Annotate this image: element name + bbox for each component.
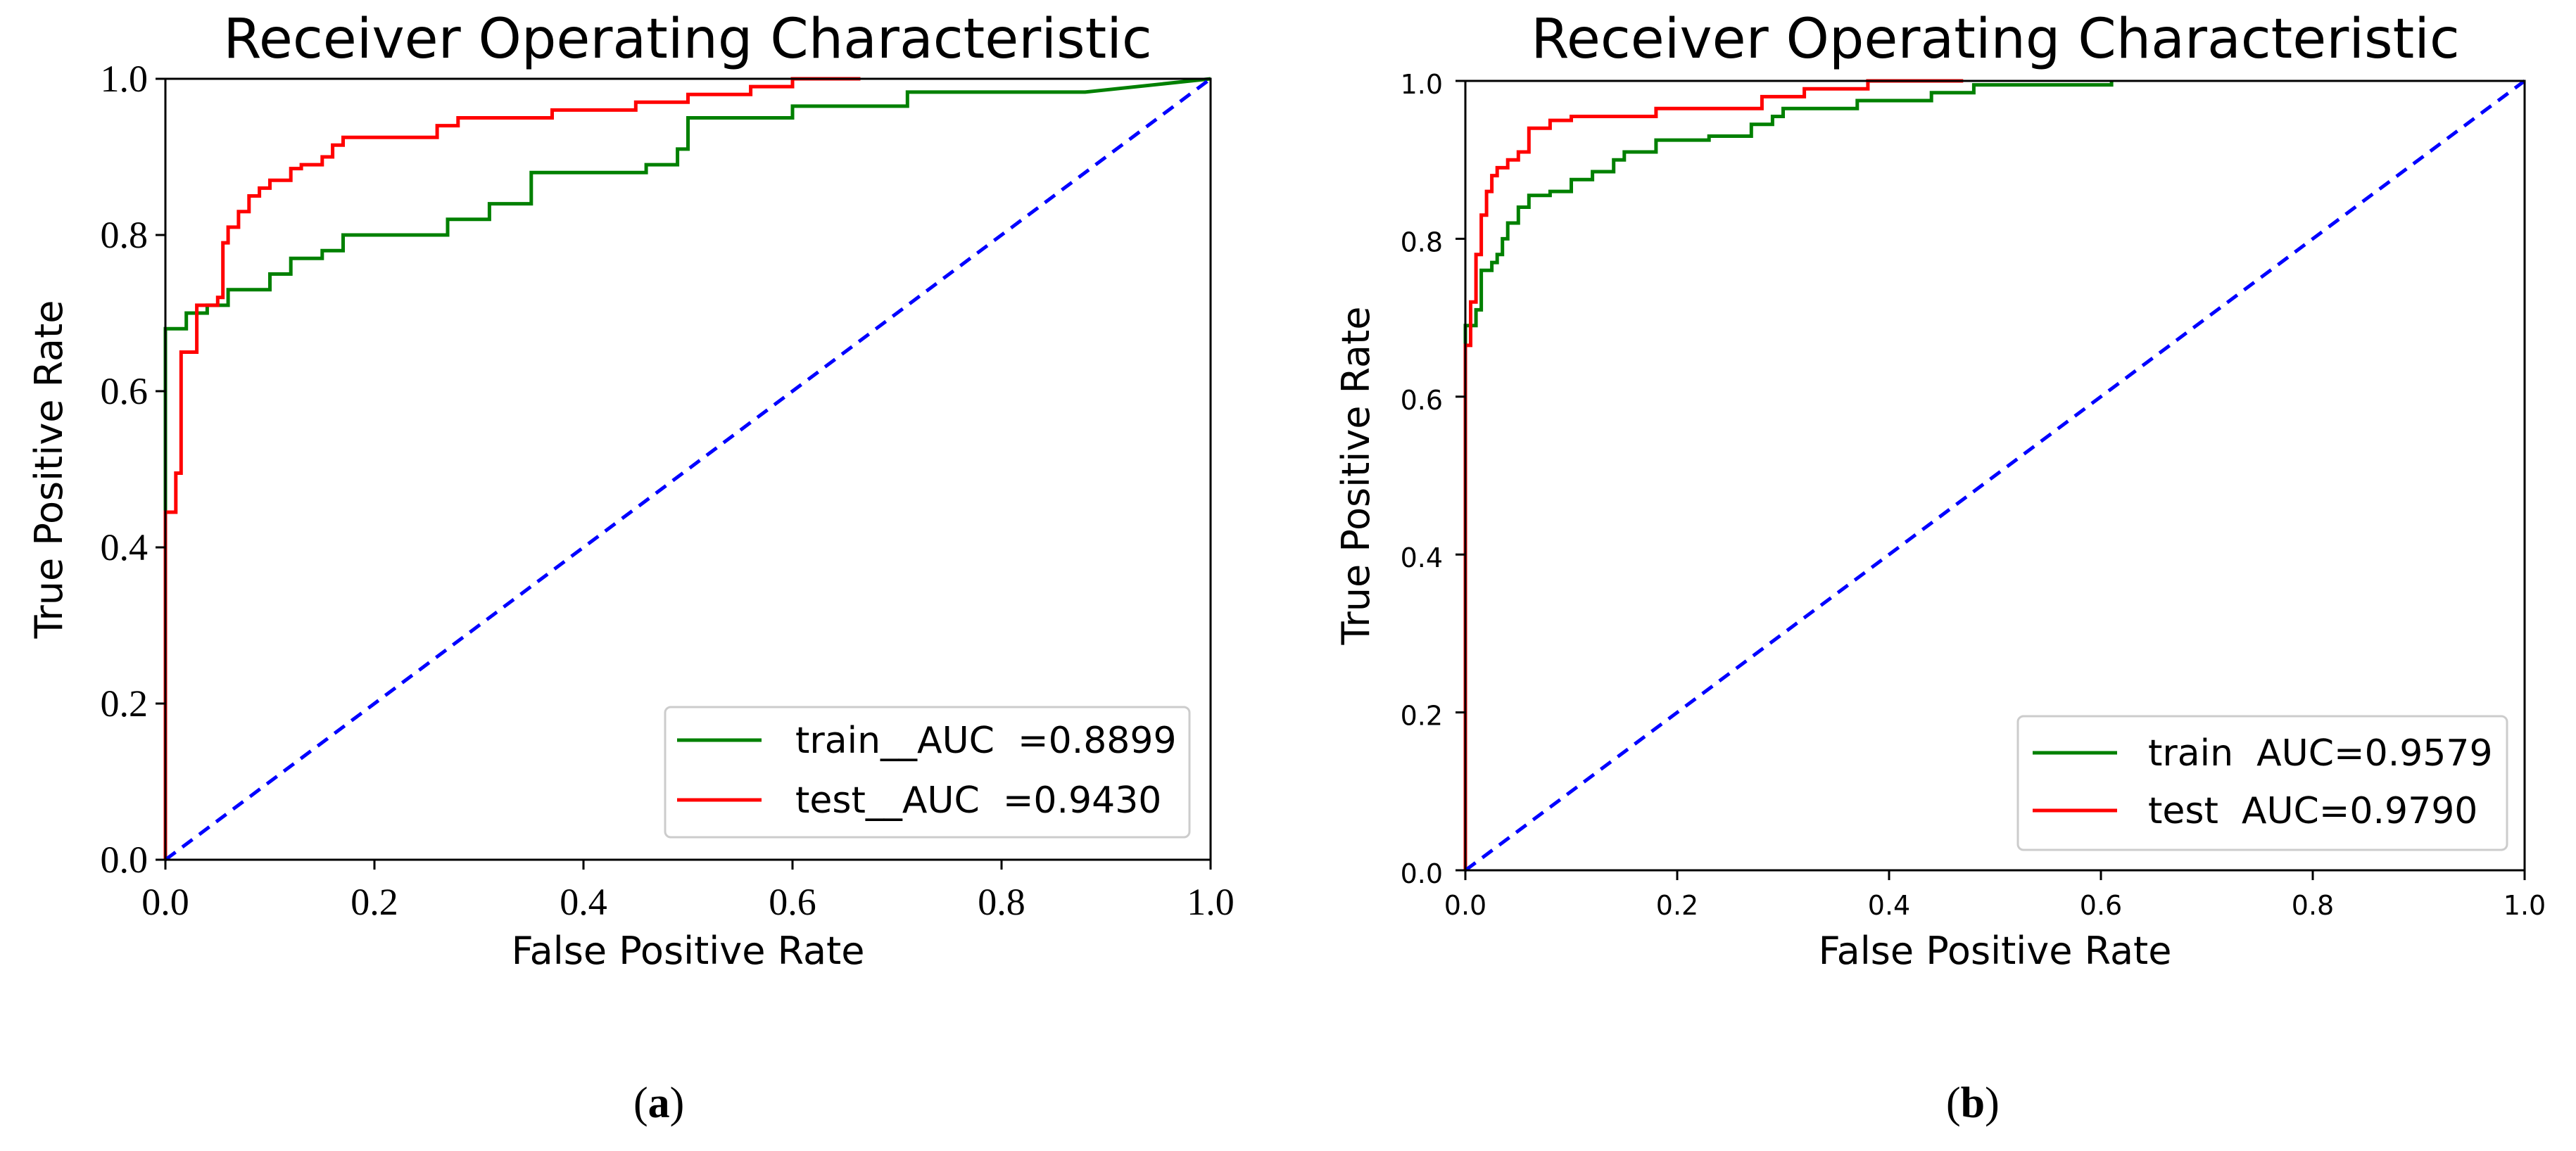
y-axis-label: True Positive Rate [1334,306,1378,645]
chart-panel-b: Receiver Operating Characteristic 0.0 0.2 0… [1334,8,2546,1127]
x-tick-label: 0.0 [1444,890,1486,921]
panel-caption: (a) [633,1079,684,1127]
legend-box [664,706,1191,839]
x-tick-label: 0.2 [1656,890,1698,921]
x-tick-label: 1.0 [1187,881,1235,923]
x-tick-label: 0.0 [141,881,189,923]
y-tick-label: 0.8 [1401,227,1443,257]
y-tick-label: 0.0 [101,839,149,881]
panel-caption: (b) [1946,1079,2000,1127]
x-tick-label: 0.6 [769,881,816,923]
y-tick-label: 0.8 [101,214,149,256]
y-tick-label: 0.2 [101,682,149,725]
legend-box [2016,715,2508,851]
chart-title: Receiver Operating Characteristic [223,8,1152,71]
axes-frame [1464,80,2526,872]
legend-label: test__AUC =0.9430 [795,780,1161,822]
x-tick-label: 0.4 [1868,890,1910,921]
x-tick-label: 1.0 [2504,890,2546,921]
legend: train AUC=0.9579 test AUC=0.9790 [2016,715,2508,851]
legend-label: test AUC=0.9790 [2148,790,2477,832]
axes-frame [164,77,1212,861]
legend-label: train AUC=0.9579 [2148,732,2493,775]
y-tick-label: 0.4 [101,526,149,568]
series-line-test [1463,79,1964,870]
x-tick-label: 0.8 [2292,890,2334,921]
y-tick-label: 0.6 [1401,385,1443,416]
x-tick-label: 0.4 [560,881,607,923]
series-line-test [163,77,861,860]
x-tick-label: 0.8 [978,881,1025,923]
legend: train__AUC =0.8899 test__AUC =0.9430 [664,706,1191,839]
chance-line [1464,79,2526,872]
x-tick-label: 0.2 [351,881,398,923]
y-tick-label: 0.0 [1401,858,1443,889]
legend-label: train__AUC =0.8899 [795,720,1177,762]
series-line-train [1463,81,2114,870]
y-tick-label: 0.2 [1401,701,1443,732]
y-tick-label: 0.4 [1401,542,1443,573]
chart-panel-a: Receiver Operating Characteristic 0.0 0.2 0… [27,8,1235,1127]
x-tick-label: 0.6 [2080,890,2122,921]
y-tick-label: 0.6 [101,370,149,412]
y-tick-label: 1.0 [1401,69,1443,100]
y-axis-label: True Positive Rate [27,300,71,639]
chart-title: Receiver Operating Characteristic [1531,8,2460,71]
y-tick-label: 1.0 [101,58,149,100]
x-axis-label: False Positive Rate [1819,929,2172,973]
x-axis-label: False Positive Rate [512,929,865,973]
chance-line [164,77,1212,862]
